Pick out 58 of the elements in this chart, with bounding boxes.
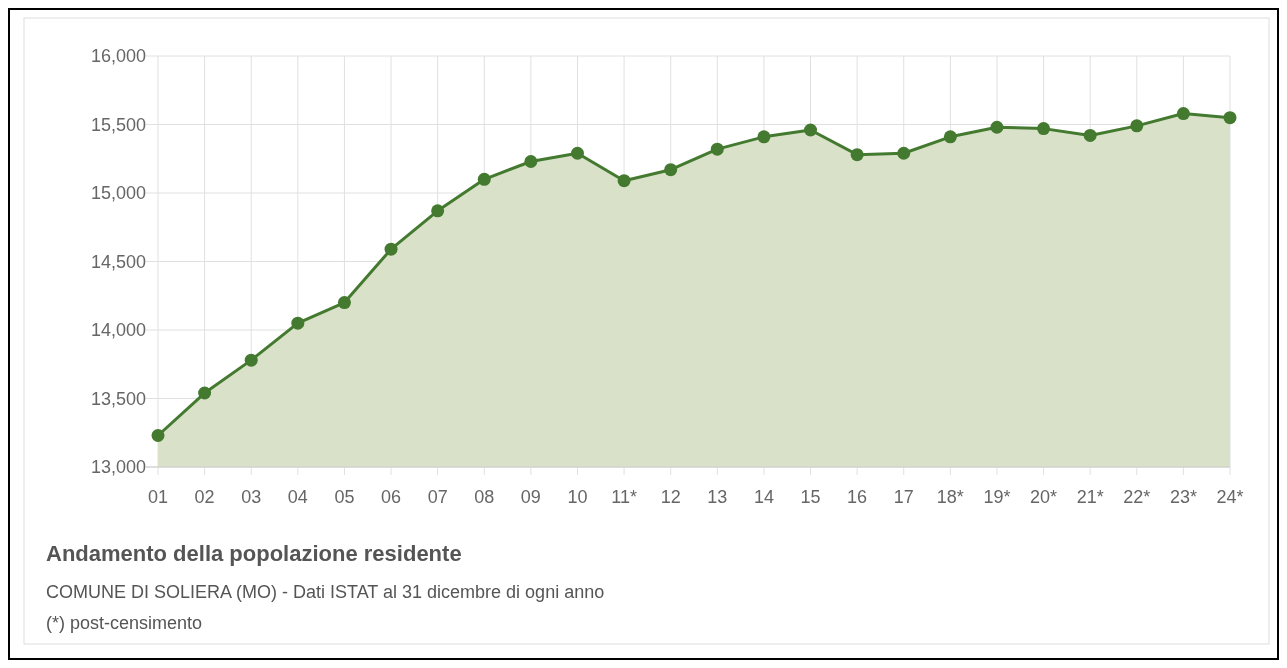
point	[1037, 122, 1051, 136]
point	[897, 146, 911, 160]
point	[1083, 128, 1097, 142]
x-tick-label: 14	[753, 487, 774, 507]
x-tick-label: 01	[147, 487, 169, 507]
y-tick-label: 13,500	[90, 388, 146, 409]
x-tick-label: 03	[241, 487, 262, 507]
point	[384, 242, 398, 256]
point	[617, 174, 631, 188]
x-tick-label: 17	[893, 487, 914, 507]
y-tick-label: 15,000	[90, 183, 146, 204]
point	[943, 130, 957, 144]
x-tick-label: 18*	[936, 487, 964, 507]
x-tick-label: 12	[660, 487, 681, 507]
y-tick-label: 13,000	[90, 457, 146, 478]
point	[477, 172, 491, 186]
y-tick-label: 14,000	[90, 320, 146, 341]
point	[850, 148, 864, 162]
x-tick-label: 22*	[1123, 487, 1151, 507]
point	[710, 142, 724, 156]
point	[570, 146, 584, 160]
x-tick-label: 19*	[983, 487, 1011, 507]
x-tick-label: 20*	[1030, 487, 1058, 507]
y-tick-label: 14,500	[90, 251, 146, 272]
x-tick-label: 23*	[1169, 487, 1197, 507]
text: COMUNE DI SOLIERA (MO) - Dati ISTAT al 31 dicembre di ogni anno	[46, 582, 605, 602]
point	[1130, 119, 1144, 133]
point	[291, 316, 305, 330]
x-tick-label: 08	[474, 487, 495, 507]
point	[804, 123, 818, 137]
y-tick-label: 16,000	[90, 46, 146, 67]
point	[757, 130, 771, 144]
x-tick-label: 09	[520, 487, 541, 507]
point	[524, 154, 538, 168]
point	[1176, 107, 1190, 121]
x-tick-label: 07	[427, 487, 448, 507]
x-tick-label: 24*	[1216, 487, 1244, 507]
x-tick-label: 02	[194, 487, 215, 507]
y-tick-label: 15,500	[90, 114, 146, 135]
point	[664, 163, 678, 177]
x-tick-label: 13	[707, 487, 728, 507]
x-tick-label: 15	[800, 487, 821, 507]
x-tick-label: 21*	[1076, 487, 1104, 507]
x-tick-label: 06	[381, 487, 402, 507]
point	[244, 353, 258, 367]
x-tick-label: 16	[847, 487, 868, 507]
x-tick-label: 05	[334, 487, 355, 507]
x-tick-label: 11*	[611, 487, 637, 507]
point	[151, 428, 165, 442]
x-tick-label: 04	[287, 487, 308, 507]
point	[198, 386, 212, 400]
text: (*) post-censimento	[46, 613, 203, 633]
point	[990, 120, 1004, 134]
point	[431, 204, 445, 218]
point	[1223, 111, 1237, 125]
x-tick-label: 10	[567, 487, 588, 507]
point	[337, 296, 351, 310]
text: Andamento della popolazione residente	[46, 541, 462, 566]
